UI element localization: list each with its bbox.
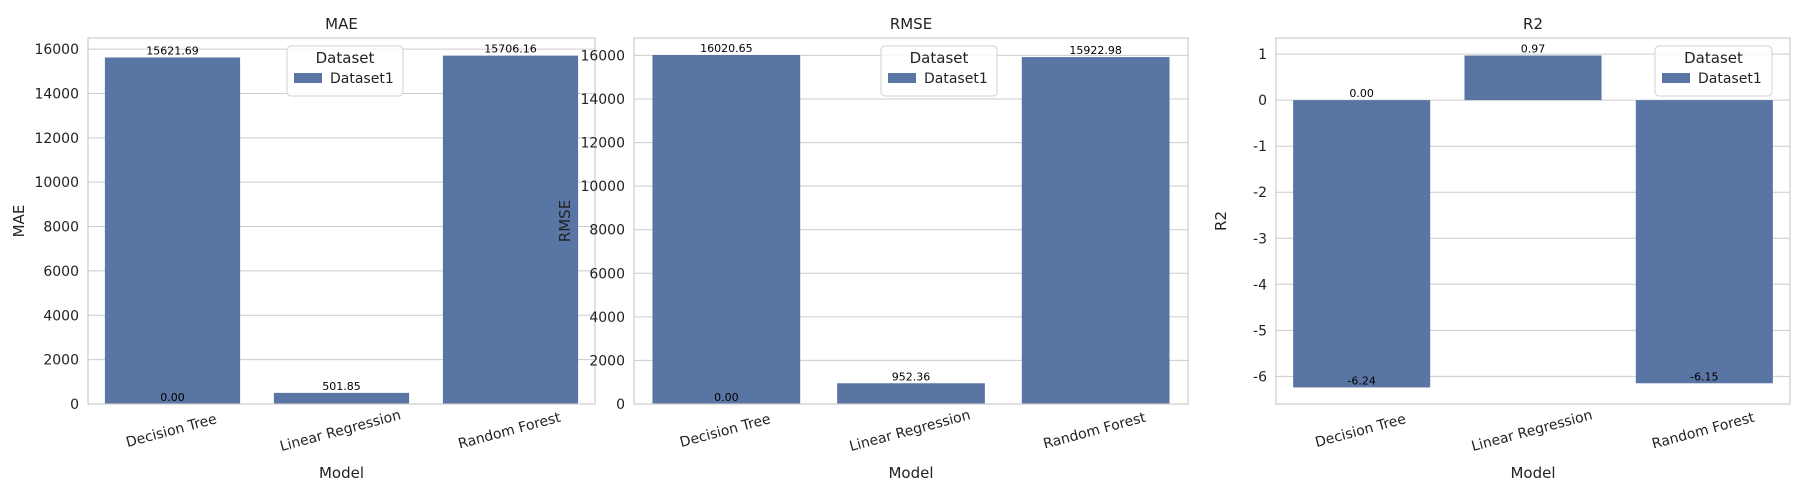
x-tick-label: Decision Tree bbox=[678, 411, 772, 451]
legend-entry: Dataset1 bbox=[924, 71, 988, 87]
data-label: -6.24 bbox=[1347, 374, 1375, 387]
x-axis-label: Model bbox=[888, 464, 933, 482]
y-tick-label: -2 bbox=[1253, 185, 1267, 201]
y-tick-label: 4000 bbox=[43, 308, 79, 324]
y-tick-label: 10000 bbox=[34, 175, 79, 191]
y-tick-label: 2000 bbox=[43, 353, 79, 369]
y-tick-label: 0 bbox=[1258, 93, 1267, 109]
y-axis-label: RMSE bbox=[556, 200, 574, 242]
bar-decision-tree bbox=[652, 54, 801, 404]
y-axis-label: R2 bbox=[1212, 211, 1230, 231]
y-tick-label: 6000 bbox=[589, 266, 625, 282]
legend-box bbox=[1654, 45, 1773, 97]
data-label: 0.97 bbox=[1521, 42, 1546, 55]
y-tick-label: 8000 bbox=[589, 223, 625, 239]
y-tick-label: 14000 bbox=[34, 86, 79, 102]
y-tick-label: -4 bbox=[1253, 277, 1267, 293]
legend-swatch bbox=[1662, 73, 1690, 83]
y-axis-label: MAE bbox=[10, 205, 28, 238]
plot-frame bbox=[633, 37, 1189, 405]
bar-random-forest bbox=[1021, 57, 1170, 404]
y-tick-label: 0 bbox=[70, 397, 79, 413]
y-tick-label: -5 bbox=[1253, 323, 1267, 339]
legend-entry: Dataset1 bbox=[1698, 71, 1762, 87]
legend: Dataset Dataset1 bbox=[286, 45, 404, 97]
legend-title: Dataset bbox=[910, 49, 969, 67]
bar-linear-regression bbox=[1464, 55, 1602, 101]
y-tick-label: 16000 bbox=[580, 48, 625, 64]
y-tick-label: -1 bbox=[1253, 139, 1267, 155]
bar-decision-tree bbox=[104, 57, 241, 404]
y-tick-label: 12000 bbox=[580, 136, 625, 152]
legend-title: Dataset bbox=[1684, 49, 1743, 67]
x-tick-label: Random Forest bbox=[1042, 410, 1148, 453]
chart-panel-rmse: 16020.65 0.00 952.36 15922.98 0 2000 4000 6000 8… bbox=[556, 15, 1189, 482]
x-tick-label: Random Forest bbox=[456, 410, 562, 453]
x-tick-label: Decision Tree bbox=[1314, 411, 1408, 451]
y-tick-label: 14000 bbox=[580, 92, 625, 108]
bar-linear-regression bbox=[837, 383, 985, 404]
chart-title: MAE bbox=[325, 15, 358, 33]
y-tick-label: 10000 bbox=[580, 179, 625, 195]
legend-title: Dataset bbox=[316, 49, 375, 67]
bar-random-forest bbox=[1635, 100, 1773, 384]
legend-box bbox=[880, 45, 998, 97]
x-tick-label: Decision Tree bbox=[124, 411, 218, 451]
x-tick-label: Linear Regression bbox=[848, 407, 972, 455]
data-label: 0.00 bbox=[160, 391, 185, 404]
y-tick-label: -6 bbox=[1253, 369, 1267, 385]
data-label: 501.85 bbox=[322, 380, 361, 393]
y-tick-label: 8000 bbox=[43, 220, 79, 236]
data-label: 15621.69 bbox=[146, 44, 199, 57]
data-label: -6.15 bbox=[1690, 370, 1718, 383]
legend: Dataset Dataset1 bbox=[1654, 45, 1773, 97]
legend: Dataset Dataset1 bbox=[880, 45, 998, 97]
data-label: 952.36 bbox=[892, 370, 931, 383]
chart-title: R2 bbox=[1523, 15, 1543, 33]
legend-entry: Dataset1 bbox=[330, 71, 394, 87]
y-tick-label: -3 bbox=[1253, 231, 1267, 247]
y-tick-label: 16000 bbox=[34, 42, 79, 58]
x-tick-label: Linear Regression bbox=[1470, 407, 1594, 455]
bar-random-forest bbox=[442, 55, 579, 404]
x-axis-label: Model bbox=[1510, 464, 1555, 482]
x-tick-label: Linear Regression bbox=[278, 407, 402, 455]
plot-frame bbox=[1275, 37, 1791, 405]
data-label: 16020.65 bbox=[700, 42, 753, 55]
data-label: 0.00 bbox=[714, 391, 739, 404]
y-tick-label: 12000 bbox=[34, 131, 79, 147]
data-label: 15922.98 bbox=[1069, 44, 1122, 57]
y-tick-label: 6000 bbox=[43, 264, 79, 280]
bar-linear-regression bbox=[273, 392, 410, 404]
legend-box bbox=[286, 45, 404, 97]
plot-frame bbox=[87, 37, 596, 405]
y-tick-label: 4000 bbox=[589, 310, 625, 326]
y-tick-label: 1 bbox=[1258, 47, 1267, 63]
x-axis-label: Model bbox=[319, 464, 364, 482]
data-label: 0.00 bbox=[1349, 87, 1374, 100]
data-label: 15706.16 bbox=[484, 43, 537, 56]
x-tick-label: Random Forest bbox=[1650, 410, 1756, 453]
bar-decision-tree bbox=[1293, 100, 1431, 388]
legend-swatch bbox=[294, 73, 322, 83]
legend-swatch bbox=[888, 73, 916, 83]
chart-title: RMSE bbox=[890, 15, 932, 33]
chart-panel-r2: 0.00 -6.24 0.97 -6.15 -6 -5 -4 -3 -2 -1 0 1 Decision… bbox=[1212, 15, 1791, 482]
chart-panel-mae: 15621.69 0.00 501.85 15706.16 0 2000 4000 6000 8… bbox=[10, 15, 596, 482]
y-tick-label: 0 bbox=[616, 397, 625, 413]
y-tick-label: 2000 bbox=[589, 353, 625, 369]
